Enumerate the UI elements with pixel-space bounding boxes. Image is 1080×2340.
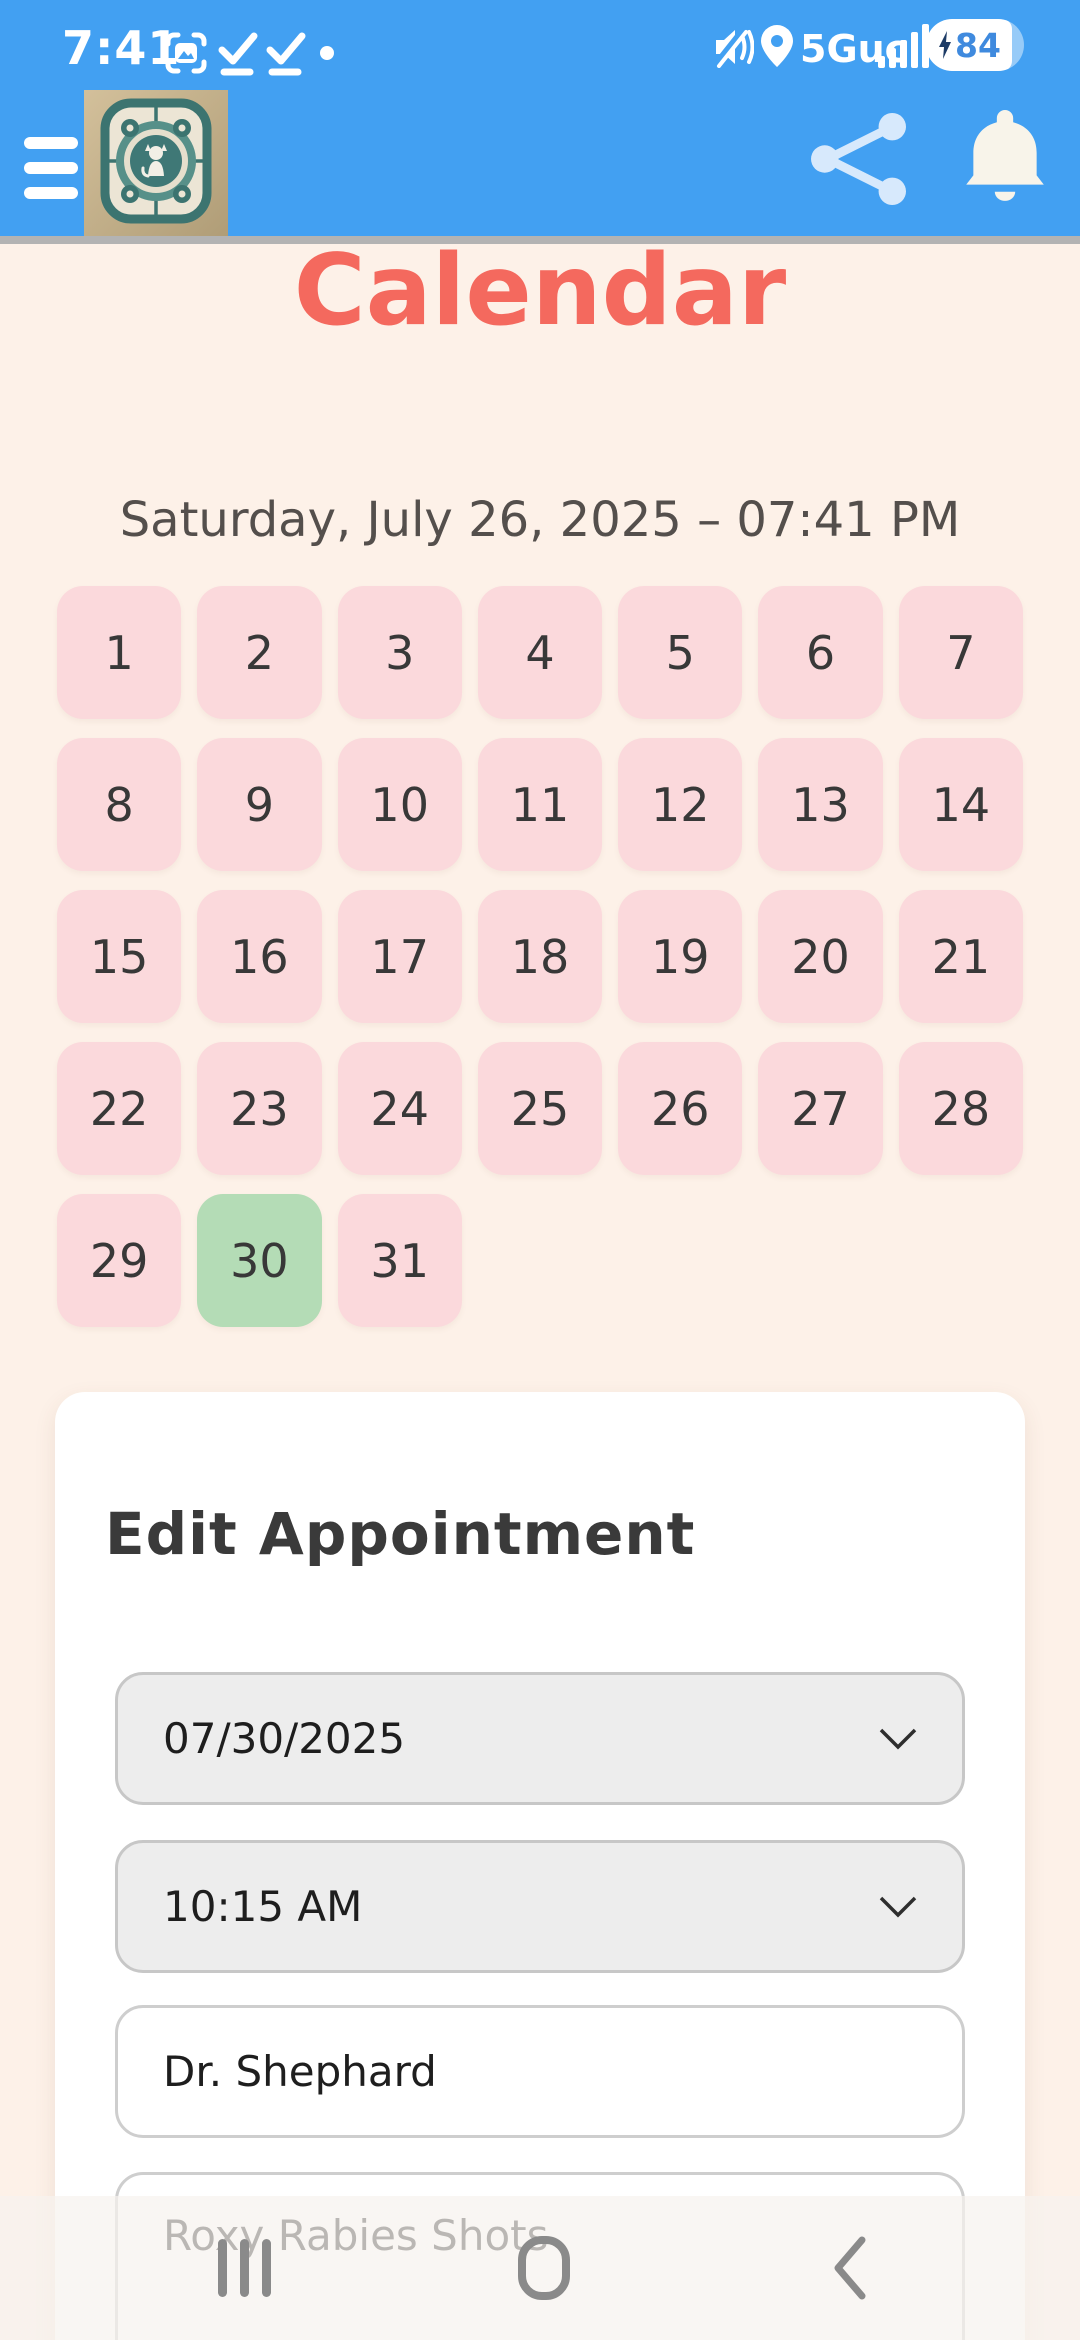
calendar-day-17[interactable]: 17	[337, 890, 462, 1023]
notification-dot	[320, 46, 334, 60]
screenshot-icon	[165, 32, 207, 74]
calendar-day-15[interactable]: 15	[57, 890, 182, 1023]
calendar-day-28[interactable]: 28	[898, 1042, 1023, 1175]
app-header: 7:41	[0, 0, 1080, 236]
header-divider	[0, 236, 1080, 244]
calendar-day-24[interactable]: 24	[337, 1042, 462, 1175]
appointment-time-value: 10:15 AM	[163, 1882, 363, 1931]
back-icon	[834, 2236, 866, 2300]
signal-bars-icon	[878, 24, 929, 68]
status-bar: 7:41	[0, 0, 1080, 90]
recents-button[interactable]	[194, 2196, 294, 2340]
menu-icon[interactable]	[24, 137, 78, 212]
bell-icon[interactable]	[964, 108, 1046, 206]
calendar-day-1[interactable]: 1	[57, 586, 182, 719]
battery-percent: 84	[955, 25, 1001, 65]
appointment-date-select[interactable]: 07/30/2025	[115, 1672, 965, 1805]
calendar-day-31[interactable]: 31	[337, 1194, 462, 1327]
back-button[interactable]	[800, 2196, 900, 2340]
calendar-day-4[interactable]: 4	[477, 586, 603, 719]
chevron-down-icon	[879, 1896, 917, 1917]
recents-icon	[217, 2239, 227, 2297]
appointment-time-select[interactable]: 10:15 AM	[115, 1840, 965, 1973]
home-button[interactable]	[494, 2196, 594, 2340]
calendar-day-2[interactable]: 2	[197, 586, 322, 719]
calendar-day-14[interactable]: 14	[898, 738, 1023, 871]
calendar-day-16[interactable]: 16	[197, 890, 322, 1023]
battery-fill: 84	[926, 19, 1012, 71]
calendar-day-11[interactable]: 11	[477, 738, 603, 871]
card-heading: Edit Appointment	[105, 1500, 696, 1568]
calendar-day-6[interactable]: 6	[758, 586, 883, 719]
calendar-day-13[interactable]: 13	[758, 738, 883, 871]
calendar-day-19[interactable]: 19	[618, 890, 743, 1023]
calendar-day-3[interactable]: 3	[337, 586, 462, 719]
calendar-day-29[interactable]: 29	[57, 1194, 182, 1327]
calendar-day-18[interactable]: 18	[477, 890, 603, 1023]
location-icon	[761, 25, 793, 67]
calendar-day-12[interactable]: 12	[618, 738, 743, 871]
calendar-day-30[interactable]: 30	[197, 1194, 322, 1327]
calendar-day-27[interactable]: 27	[758, 1042, 883, 1175]
datetime-text: Saturday, July 26, 2025 – 07:41 PM	[119, 492, 961, 548]
calendar-day-8[interactable]: 8	[57, 738, 182, 871]
calendar-day-7[interactable]: 7	[898, 586, 1023, 719]
chevron-down-icon	[879, 1728, 917, 1749]
check-icon	[218, 32, 258, 76]
home-icon	[518, 2236, 570, 2300]
share-icon[interactable]	[810, 112, 908, 206]
calendar-day-5[interactable]: 5	[618, 586, 743, 719]
android-nav-bar	[0, 2196, 1080, 2340]
mute-vibrate-icon	[714, 27, 754, 68]
app-logo-cat-target	[84, 90, 228, 236]
calendar-day-23[interactable]: 23	[197, 1042, 322, 1175]
battery-icon: 84	[926, 19, 1024, 71]
vet-name-input[interactable]: Dr. Shephard	[115, 2005, 965, 2138]
calendar-day-21[interactable]: 21	[898, 890, 1023, 1023]
charging-bolt-icon	[939, 31, 952, 59]
calendar-day-9[interactable]: 9	[197, 738, 322, 871]
calendar-day-26[interactable]: 26	[618, 1042, 743, 1175]
vet-name-value: Dr. Shephard	[163, 2047, 437, 2096]
calendar-day-25[interactable]: 25	[477, 1042, 603, 1175]
page-title: Calendar	[293, 234, 787, 348]
calendar-day-10[interactable]: 10	[337, 738, 462, 871]
calendar-day-20[interactable]: 20	[758, 890, 883, 1023]
status-time: 7:41	[62, 21, 181, 75]
calendar-grid: 1 2 3 4 5 6 7 8 9 10 11 12 13 14 15 16 17 18 19 20 21 22 23 24 2…	[57, 586, 1023, 1327]
calendar-day-22[interactable]: 22	[57, 1042, 182, 1175]
appointment-date-value: 07/30/2025	[163, 1714, 406, 1763]
check-icon	[266, 32, 306, 76]
edit-appointment-card: Edit Appointment 07/30/2025 10:15 AM Dr.…	[55, 1392, 1025, 2340]
